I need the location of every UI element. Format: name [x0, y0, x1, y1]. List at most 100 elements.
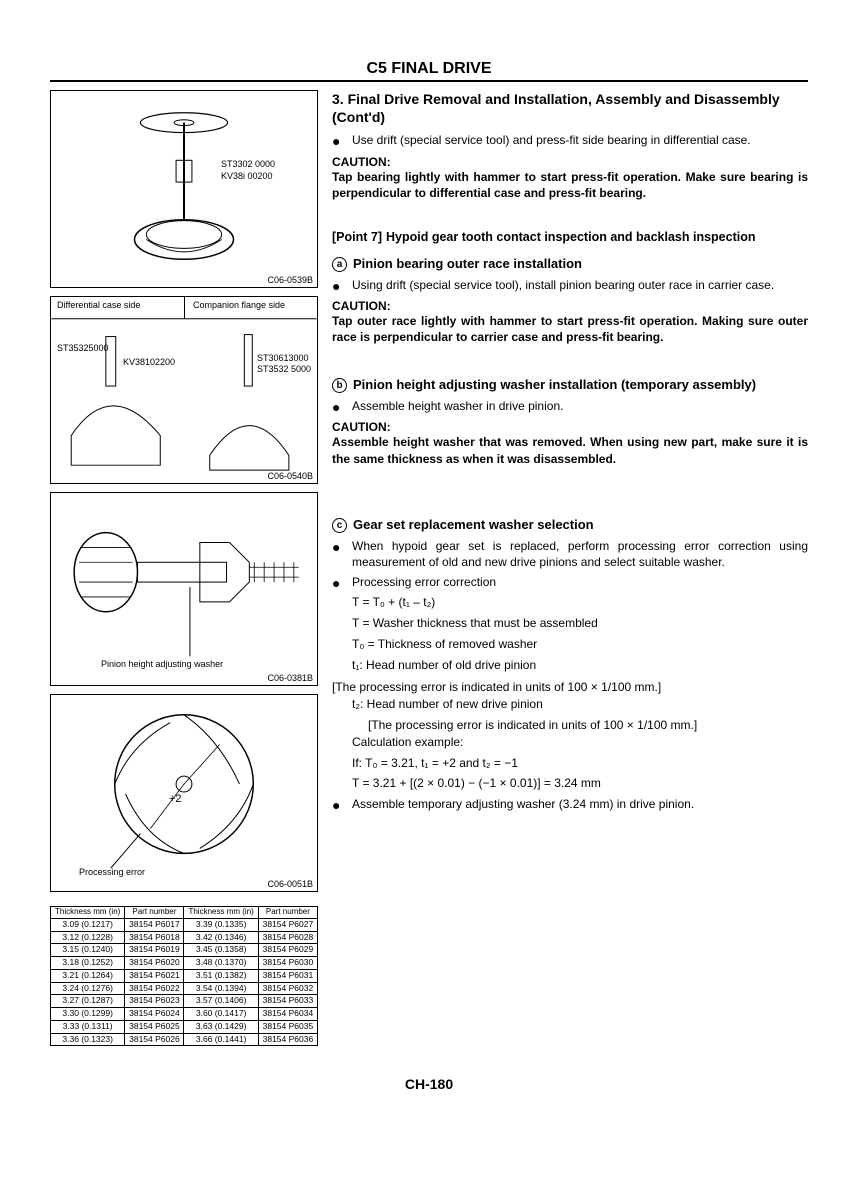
table-header: Part number	[125, 907, 184, 919]
fig1-label1: ST3302 0000	[221, 159, 275, 169]
sec-b-caution: Assemble height washer that was removed.…	[332, 434, 808, 466]
formula-4: t₁: Head number of old drive pinion	[332, 657, 808, 674]
sec-a-caution: Tap outer race lightly with hammer to st…	[332, 313, 808, 345]
figure-3: Pinion height adjusting washer C06-0381B	[50, 492, 318, 686]
sec-c-bullet1-text: When hypoid gear set is replaced, perfor…	[352, 538, 808, 570]
formula-1: T = T₀ + (t₁ – t₂)	[332, 594, 808, 611]
processing-error-icon	[51, 695, 317, 891]
table-cell: 3.42 (0.1346)	[184, 931, 258, 944]
table-cell: 3.66 (0.1441)	[184, 1033, 258, 1046]
table-row: 3.12 (0.1228)38154 P60183.42 (0.1346)381…	[51, 931, 318, 944]
fig4-label1: +2	[169, 793, 182, 805]
page-number: CH-180	[50, 1076, 808, 1092]
table-cell: 38154 P6024	[125, 1008, 184, 1021]
table-header: Thickness mm (in)	[184, 907, 258, 919]
table-cell: 38154 P6019	[125, 944, 184, 957]
table-cell: 38154 P6035	[258, 1020, 317, 1033]
point7-title: Hypoid gear tooth contact inspection and…	[382, 229, 808, 246]
fig3-label: Pinion height adjusting washer	[101, 659, 223, 669]
sec-c-bullet3: ● Assemble temporary adjusting washer (3…	[332, 796, 808, 812]
subsection-b-header: b Pinion height adjusting washer install…	[332, 377, 808, 394]
content-wrap: ST3302 0000 KV38i 00200 C06-0539B Differ…	[50, 90, 808, 1046]
table-header: Thickness mm (in)	[51, 907, 125, 919]
bracket-2: [The processing error is indicated in un…	[332, 717, 808, 734]
table-cell: 38154 P6017	[125, 918, 184, 931]
drift-bearing-icon	[51, 91, 317, 287]
table-cell: 3.12 (0.1228)	[51, 931, 125, 944]
table-cell: 3.54 (0.1394)	[184, 982, 258, 995]
sec-c-bullet2-text: Processing error correction	[352, 574, 808, 590]
table-cell: 3.36 (0.1323)	[51, 1033, 125, 1046]
circle-a-icon: a	[332, 257, 347, 272]
figure-1: ST3302 0000 KV38i 00200 C06-0539B	[50, 90, 318, 288]
sec-c-bullet3-text: Assemble temporary adjusting washer (3.2…	[352, 796, 808, 812]
fig4-label2: Processing error	[79, 867, 145, 877]
figure-2: Differential case side Companion flange …	[50, 296, 318, 484]
table-cell: 38154 P6018	[125, 931, 184, 944]
sec-a-bullet: ● Using drift (special service tool), in…	[332, 277, 808, 293]
sec-c-bullet2: ● Processing error correction	[332, 574, 808, 590]
table-cell: 3.24 (0.1276)	[51, 982, 125, 995]
sec-c-bullet1: ● When hypoid gear set is replaced, perf…	[332, 538, 808, 570]
page-header: C5 FINAL DRIVE	[50, 60, 808, 82]
table-row: 3.18 (0.1252)38154 P60203.48 (0.1370)381…	[51, 957, 318, 970]
table-cell: 3.39 (0.1335)	[184, 918, 258, 931]
formula-3: T₀ = Thickness of removed washer	[332, 636, 808, 653]
table-row: 3.30 (0.1299)38154 P60243.60 (0.1417)381…	[51, 1008, 318, 1021]
calc-1: If: T₀ = 3.21, t₁ = +2 and t₂ = −1	[332, 755, 808, 772]
table-cell: 38154 P6025	[125, 1020, 184, 1033]
table-cell: 3.45 (0.1358)	[184, 944, 258, 957]
table-cell: 3.63 (0.1429)	[184, 1020, 258, 1033]
table-cell: 38154 P6032	[258, 982, 317, 995]
intro-caution: Tap bearing lightly with hammer to start…	[332, 169, 808, 201]
pinion-shaft-icon	[51, 493, 317, 685]
table-cell: 38154 P6033	[258, 995, 317, 1008]
fig1-label2: KV38i 00200	[221, 171, 273, 181]
table-row: 3.27 (0.1287)38154 P60233.57 (0.1406)381…	[51, 995, 318, 1008]
figure-4: +2 Processing error C06-0051B	[50, 694, 318, 892]
table-cell: 38154 P6030	[258, 957, 317, 970]
table-row: 3.21 (0.1264)38154 P60213.51 (0.1382)381…	[51, 969, 318, 982]
fig4-code: C06-0051B	[267, 879, 313, 889]
table-cell: 38154 P6020	[125, 957, 184, 970]
table-row: 3.24 (0.1276)38154 P60223.54 (0.1394)381…	[51, 982, 318, 995]
table-cell: 38154 P6036	[258, 1033, 317, 1046]
table-cell: 3.30 (0.1299)	[51, 1008, 125, 1021]
subsection-c-header: c Gear set replacement washer selection	[332, 517, 808, 534]
table-cell: 3.15 (0.1240)	[51, 944, 125, 957]
sec-a-title: Pinion bearing outer race installation	[353, 256, 582, 273]
table-header: Part number	[258, 907, 317, 919]
sec-b-bullet-text: Assemble height washer in drive pinion.	[352, 398, 808, 414]
intro-bullet-text: Use drift (special service tool) and pre…	[352, 132, 808, 148]
table-cell: 38154 P6026	[125, 1033, 184, 1046]
formula-5: t₂: Head number of new drive pinion	[332, 696, 808, 713]
caution-label-b: CAUTION:	[332, 420, 808, 434]
table-cell: 3.09 (0.1217)	[51, 918, 125, 931]
table-cell: 3.33 (0.1311)	[51, 1020, 125, 1033]
fig2-lbl4: ST3532 5000	[257, 364, 311, 374]
table-cell: 38154 P6021	[125, 969, 184, 982]
left-column: ST3302 0000 KV38i 00200 C06-0539B Differ…	[50, 90, 318, 1046]
table-cell: 3.18 (0.1252)	[51, 957, 125, 970]
table-row: 3.33 (0.1311)38154 P60253.63 (0.1429)381…	[51, 1020, 318, 1033]
fig3-code: C06-0381B	[267, 673, 313, 683]
point7-label: [Point 7]	[332, 229, 382, 246]
fig2-lbl2: KV38102200	[123, 357, 175, 367]
table-cell: 38154 P6031	[258, 969, 317, 982]
subsection-a-header: a Pinion bearing outer race installation	[332, 256, 808, 273]
table-cell: 3.57 (0.1406)	[184, 995, 258, 1008]
fig2-lbl3: ST30613000	[257, 353, 309, 363]
sec-a-bullet-text: Using drift (special service tool), inst…	[352, 277, 808, 293]
caution-label-1: CAUTION:	[332, 155, 808, 169]
carrier-case-icon	[51, 297, 317, 483]
table-cell: 38154 P6029	[258, 944, 317, 957]
formula-2: T = Washer thickness that must be assemb…	[332, 615, 808, 632]
circle-c-icon: c	[332, 518, 347, 533]
section-title: 3. Final Drive Removal and Installation,…	[332, 90, 808, 126]
circle-b-icon: b	[332, 378, 347, 393]
table-cell: 38154 P6034	[258, 1008, 317, 1021]
table-row: 3.15 (0.1240)38154 P60193.45 (0.1358)381…	[51, 944, 318, 957]
sec-b-bullet: ● Assemble height washer in drive pinion…	[332, 398, 808, 414]
fig2-code: C06-0540B	[267, 471, 313, 481]
sec-b-title: Pinion height adjusting washer installat…	[353, 377, 756, 394]
